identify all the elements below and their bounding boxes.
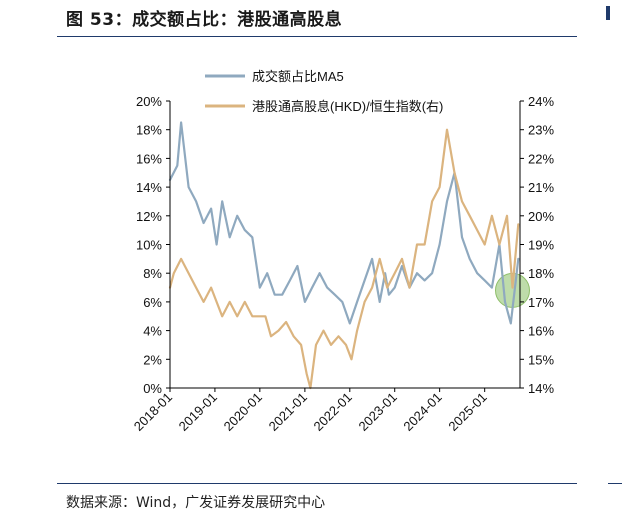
series-line-turnover-share [168,121,520,325]
left-y-tick-label: 10% [136,238,162,253]
right-y-tick-label: 17% [528,295,554,310]
right-y-tick-label: 15% [528,352,554,367]
adjacent-panel-marker [606,6,610,20]
series-line-relative-index [168,128,520,390]
x-tick-label: 2025-01 [445,390,489,434]
x-tick-label: 2019-01 [176,390,220,434]
x-tick-label: 2018-01 [131,390,175,434]
left-y-tick-label: 12% [136,209,162,224]
figure-title: 图 53：成交额占比：港股通高股息 [66,10,343,30]
right-y-tick-label: 22% [528,151,554,166]
x-tick-label: 2020-01 [221,390,265,434]
right-y-tick-label: 19% [528,238,554,253]
x-tick-label: 2022-01 [311,390,355,434]
right-y-tick-label: 16% [528,324,554,339]
left-y-tick-label: 0% [143,381,162,396]
adjacent-panel-divider [608,483,622,484]
left-y-tick-label: 2% [143,352,162,367]
legend: 成交额占比MA5 港股通高股息(HKD)/恒生指数(右) [205,69,443,114]
source-note: 数据来源：Wind，广发证券发展研究中心 [66,495,326,511]
footer-divider [57,483,577,484]
left-y-tick-label: 4% [143,324,162,339]
legend-label-relative-index: 港股通高股息(HKD)/恒生指数(右) [252,99,443,114]
right-y-tick-label: 18% [528,266,554,281]
x-tick-label: 2023-01 [355,390,399,434]
x-tick-label: 2021-01 [266,390,310,434]
right-y-tick-label: 21% [528,180,554,195]
right-y-tick-label: 14% [528,381,554,396]
legend-label-turnover-share: 成交额占比MA5 [252,69,344,84]
left-y-tick-label: 20% [136,94,162,109]
title-divider [57,36,577,37]
dual-axis-line-chart: 成交额占比MA5 港股通高股息(HKD)/恒生指数(右) 0% 2% 4% 6% 8% 1… [131,69,555,434]
right-y-tick-label: 23% [528,123,554,138]
left-y-tick-label: 14% [136,180,162,195]
right-y-tick-label: 24% [528,94,554,109]
left-y-tick-label: 16% [136,151,162,166]
x-tick-label: 2024-01 [400,390,444,434]
right-y-tick-label: 20% [528,209,554,224]
left-y-tick-label: 8% [143,266,162,281]
left-y-tick-label: 18% [136,123,162,138]
left-y-tick-label: 6% [143,295,162,310]
